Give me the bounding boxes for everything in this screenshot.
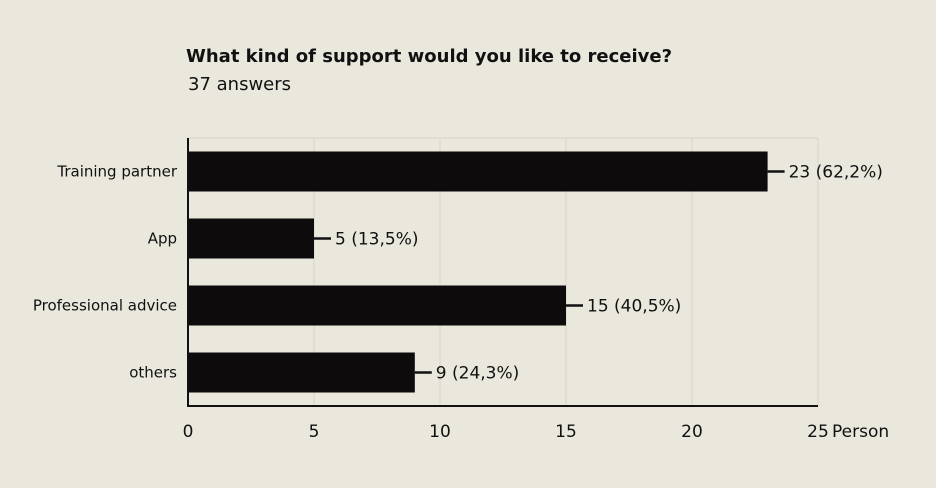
bar[interactable]: [188, 352, 415, 393]
category-label: others: [129, 364, 177, 382]
bar[interactable]: [188, 151, 768, 192]
x-tick-label: 20: [681, 422, 703, 442]
x-tick-label: 10: [429, 422, 451, 442]
data-label: 23 (62,2%): [789, 163, 883, 183]
x-tick-label: 0: [183, 422, 194, 442]
bar[interactable]: [188, 218, 314, 259]
category-label: Professional advice: [33, 297, 177, 315]
category-label: Training partner: [56, 163, 177, 181]
data-label: 5 (13,5%): [335, 230, 419, 250]
x-axis-label: Person: [832, 422, 889, 442]
chart-subtitle: 37 answers: [188, 74, 292, 95]
data-label: 15 (40,5%): [587, 297, 681, 317]
category-label: App: [148, 230, 177, 248]
bar[interactable]: [188, 285, 566, 326]
x-tick-label: 15: [555, 422, 577, 442]
data-label: 9 (24,3%): [436, 364, 520, 384]
x-tick-label: 25: [807, 422, 829, 442]
x-tick-label: 5: [309, 422, 320, 442]
chart-title: What kind of support would you like to r…: [186, 46, 673, 67]
